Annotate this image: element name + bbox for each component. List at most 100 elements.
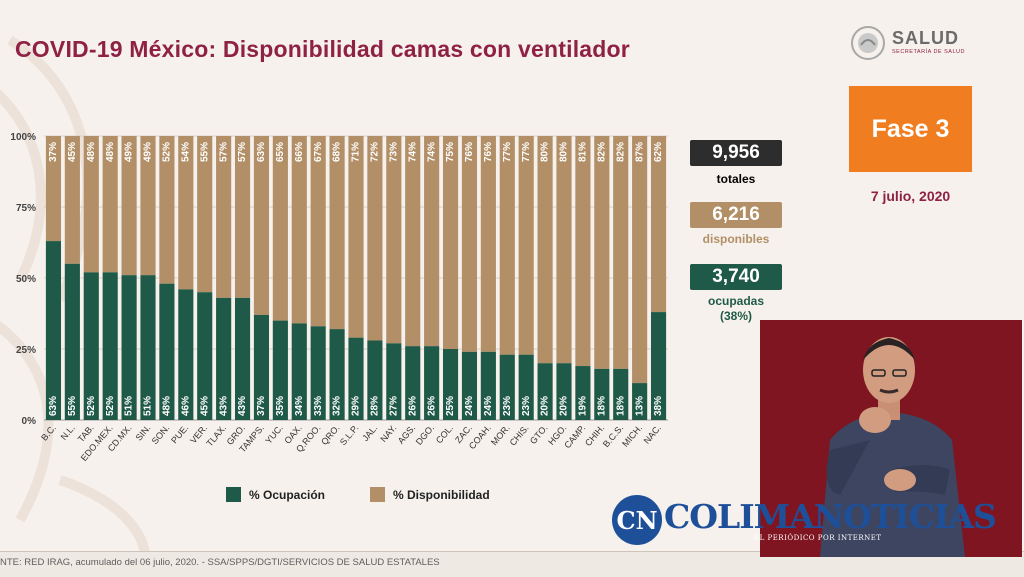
- data-label-ocupacion: 18%: [615, 396, 626, 416]
- stat-total-label: totales: [716, 172, 756, 186]
- logo-name: SALUD: [892, 28, 959, 48]
- category-label: MICH.: [620, 423, 644, 449]
- data-label-ocupacion: 25%: [445, 396, 456, 416]
- bar-disponibilidad: [556, 136, 572, 364]
- bar-disponibilidad: [480, 136, 496, 352]
- bar-ocupacion: [480, 351, 496, 420]
- bar-ocupacion: [83, 272, 99, 420]
- bar-ocupacion: [159, 283, 175, 420]
- stat-total-value: 9,956: [690, 140, 782, 166]
- stat-occupied-value: 3,740: [690, 264, 782, 290]
- bar-disponibilidad: [386, 136, 402, 344]
- bar-ocupacion: [234, 297, 251, 420]
- data-label-ocupacion: 63%: [48, 396, 59, 416]
- bar-disponibilidad: [45, 136, 62, 242]
- data-label-ocupacion: 32%: [332, 396, 343, 416]
- bar-disponibilidad: [442, 136, 459, 349]
- data-label-disponibilidad: 49%: [143, 142, 154, 162]
- category-label: TLAX.: [204, 423, 228, 449]
- data-label-ocupacion: 52%: [105, 396, 116, 416]
- category-label: B.C.S.: [601, 423, 625, 449]
- bar-disponibilidad: [272, 136, 288, 321]
- watermark-circle: CN: [612, 495, 662, 545]
- bar-ocupacion: [329, 329, 345, 420]
- watermark-text: COLIMANOTICIAS: [664, 497, 997, 536]
- bar-disponibilidad: [405, 136, 421, 347]
- bar-ocupacion: [216, 297, 232, 420]
- data-label-disponibilidad: 65%: [275, 142, 286, 162]
- bar-disponibilidad: [575, 136, 591, 367]
- bar-ocupacion: [442, 349, 459, 420]
- seal-icon: [851, 26, 885, 60]
- watermark-logo: CN COLIMANOTICIAS EL PERIÓDICO POR INTER…: [612, 493, 997, 551]
- bar-ocupacion: [499, 354, 515, 420]
- bar-disponibilidad: [159, 136, 175, 284]
- data-label-ocupacion: 48%: [162, 396, 173, 416]
- bar-ocupacion: [424, 346, 440, 420]
- y-tick-label: 75%: [16, 203, 36, 214]
- bar-disponibilidad: [499, 136, 515, 355]
- bar-disponibilidad: [348, 136, 364, 338]
- interpreter-figure: [760, 320, 1022, 557]
- data-label-ocupacion: 26%: [407, 396, 418, 416]
- bar-disponibilidad: [197, 136, 213, 293]
- category-label: DGO.: [414, 423, 436, 447]
- bar-disponibilidad: [310, 136, 326, 327]
- bar-disponibilidad: [216, 136, 232, 298]
- data-label-disponibilidad: 74%: [426, 142, 437, 162]
- data-label-disponibilidad: 48%: [86, 142, 97, 162]
- bar-ocupacion: [386, 343, 402, 420]
- bar-ocupacion: [291, 323, 307, 420]
- data-label-ocupacion: 24%: [464, 396, 475, 416]
- data-label-disponibilidad: 63%: [256, 142, 267, 162]
- bar-ocupacion: [121, 275, 137, 420]
- data-label-ocupacion: 26%: [426, 396, 437, 416]
- data-label-ocupacion: 20%: [540, 396, 551, 416]
- data-label-ocupacion: 43%: [237, 396, 248, 416]
- data-label-disponibilidad: 66%: [294, 142, 305, 162]
- bar-ocupacion: [461, 351, 478, 420]
- report-date: 7 julio, 2020: [870, 188, 951, 204]
- y-tick-label: 50%: [16, 274, 36, 285]
- stat-occupied-label: ocupadas: [707, 294, 764, 308]
- bar-disponibilidad: [83, 136, 99, 273]
- logo-subtitle: SECRETARÍA DE SALUD: [892, 49, 965, 55]
- data-label-disponibilidad: 76%: [464, 142, 475, 162]
- bar-disponibilidad: [613, 136, 629, 369]
- data-label-disponibilidad: 67%: [313, 142, 324, 162]
- category-label: SON.: [150, 423, 172, 446]
- bar-disponibilidad: [102, 136, 118, 273]
- data-label-disponibilidad: 48%: [105, 142, 116, 162]
- data-label-disponibilidad: 81%: [578, 142, 589, 162]
- data-label-ocupacion: 45%: [199, 396, 210, 416]
- data-label-ocupacion: 23%: [521, 396, 532, 416]
- bar-ocupacion: [348, 337, 364, 420]
- category-label: COL.: [434, 423, 455, 446]
- bar-disponibilidad: [367, 136, 383, 341]
- data-label-ocupacion: 35%: [275, 396, 286, 416]
- category-label: AGS.: [396, 423, 417, 446]
- bar-disponibilidad: [632, 136, 648, 384]
- bar-disponibilidad: [178, 136, 194, 290]
- data-label-ocupacion: 37%: [256, 396, 267, 416]
- watermark-subtitle: EL PERIÓDICO POR INTERNET: [754, 534, 882, 542]
- salud-logo: SALUD SECRETARÍA DE SALUD: [850, 25, 980, 65]
- data-label-ocupacion: 33%: [313, 396, 324, 416]
- category-label: S.L.P.: [338, 423, 361, 447]
- bar-ocupacion: [140, 275, 156, 420]
- stat-occupied-percent: (38%): [719, 309, 752, 323]
- data-label-disponibilidad: 54%: [180, 142, 191, 162]
- sign-language-interpreter-video: [760, 320, 1022, 557]
- data-label-ocupacion: 27%: [388, 396, 399, 416]
- legend-label-disponibilidad: % Disponibilidad: [393, 487, 490, 502]
- data-label-ocupacion: 55%: [67, 396, 78, 416]
- bar-ocupacion: [45, 241, 62, 420]
- fase-badge: Fase 3: [849, 86, 972, 172]
- data-label-ocupacion: 43%: [218, 396, 229, 416]
- y-tick-label: 0%: [22, 416, 37, 427]
- category-label: MOR.: [489, 423, 512, 447]
- bar-ocupacion: [518, 354, 534, 420]
- data-label-disponibilidad: 72%: [370, 142, 381, 162]
- data-label-disponibilidad: 80%: [559, 142, 570, 162]
- footer-divider: [0, 551, 1024, 552]
